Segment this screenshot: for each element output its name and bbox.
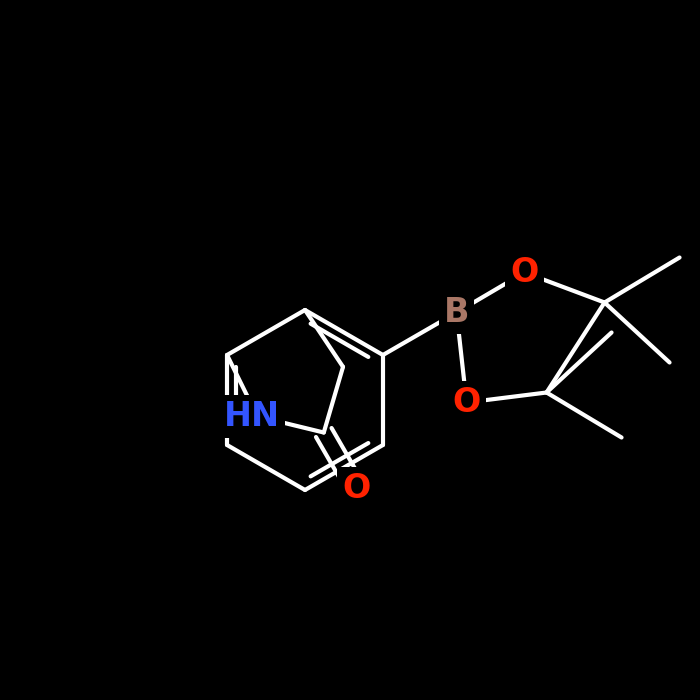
Text: O: O [452,386,481,419]
Text: B: B [444,296,469,329]
Text: HN: HN [224,400,280,433]
Text: O: O [510,256,539,289]
Text: O: O [342,473,370,505]
